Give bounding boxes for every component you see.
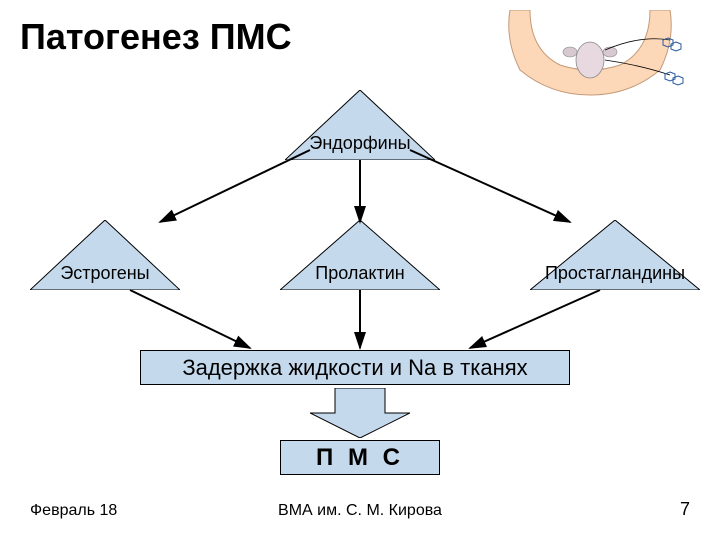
node-estrogens-label: Эстрогены <box>30 263 180 284</box>
footer-institution: ВМА им. С. М. Кирова <box>0 502 720 520</box>
anatomy-illustration <box>490 10 690 100</box>
block-arrow-icon <box>310 388 410 438</box>
slide-title: Патогенез ПМС <box>20 16 292 58</box>
node-prolactin-label: Пролактин <box>280 263 440 284</box>
node-retention: Задержка жидкости и Na в тканях <box>140 350 570 385</box>
node-prostaglandins: Простагландины <box>530 220 700 290</box>
node-estrogens: Эстрогены <box>30 220 180 290</box>
slide-number: 7 <box>680 499 690 520</box>
node-endorphins: Эндорфины <box>285 90 435 160</box>
node-endorphins-label: Эндорфины <box>285 133 435 154</box>
node-prostaglandins-label: Простагландины <box>530 263 700 284</box>
node-pms-label: П М С <box>316 444 404 472</box>
node-retention-label: Задержка жидкости и Na в тканях <box>182 355 527 381</box>
node-pms: П М С <box>280 440 440 475</box>
node-prolactin: Пролактин <box>280 220 440 290</box>
